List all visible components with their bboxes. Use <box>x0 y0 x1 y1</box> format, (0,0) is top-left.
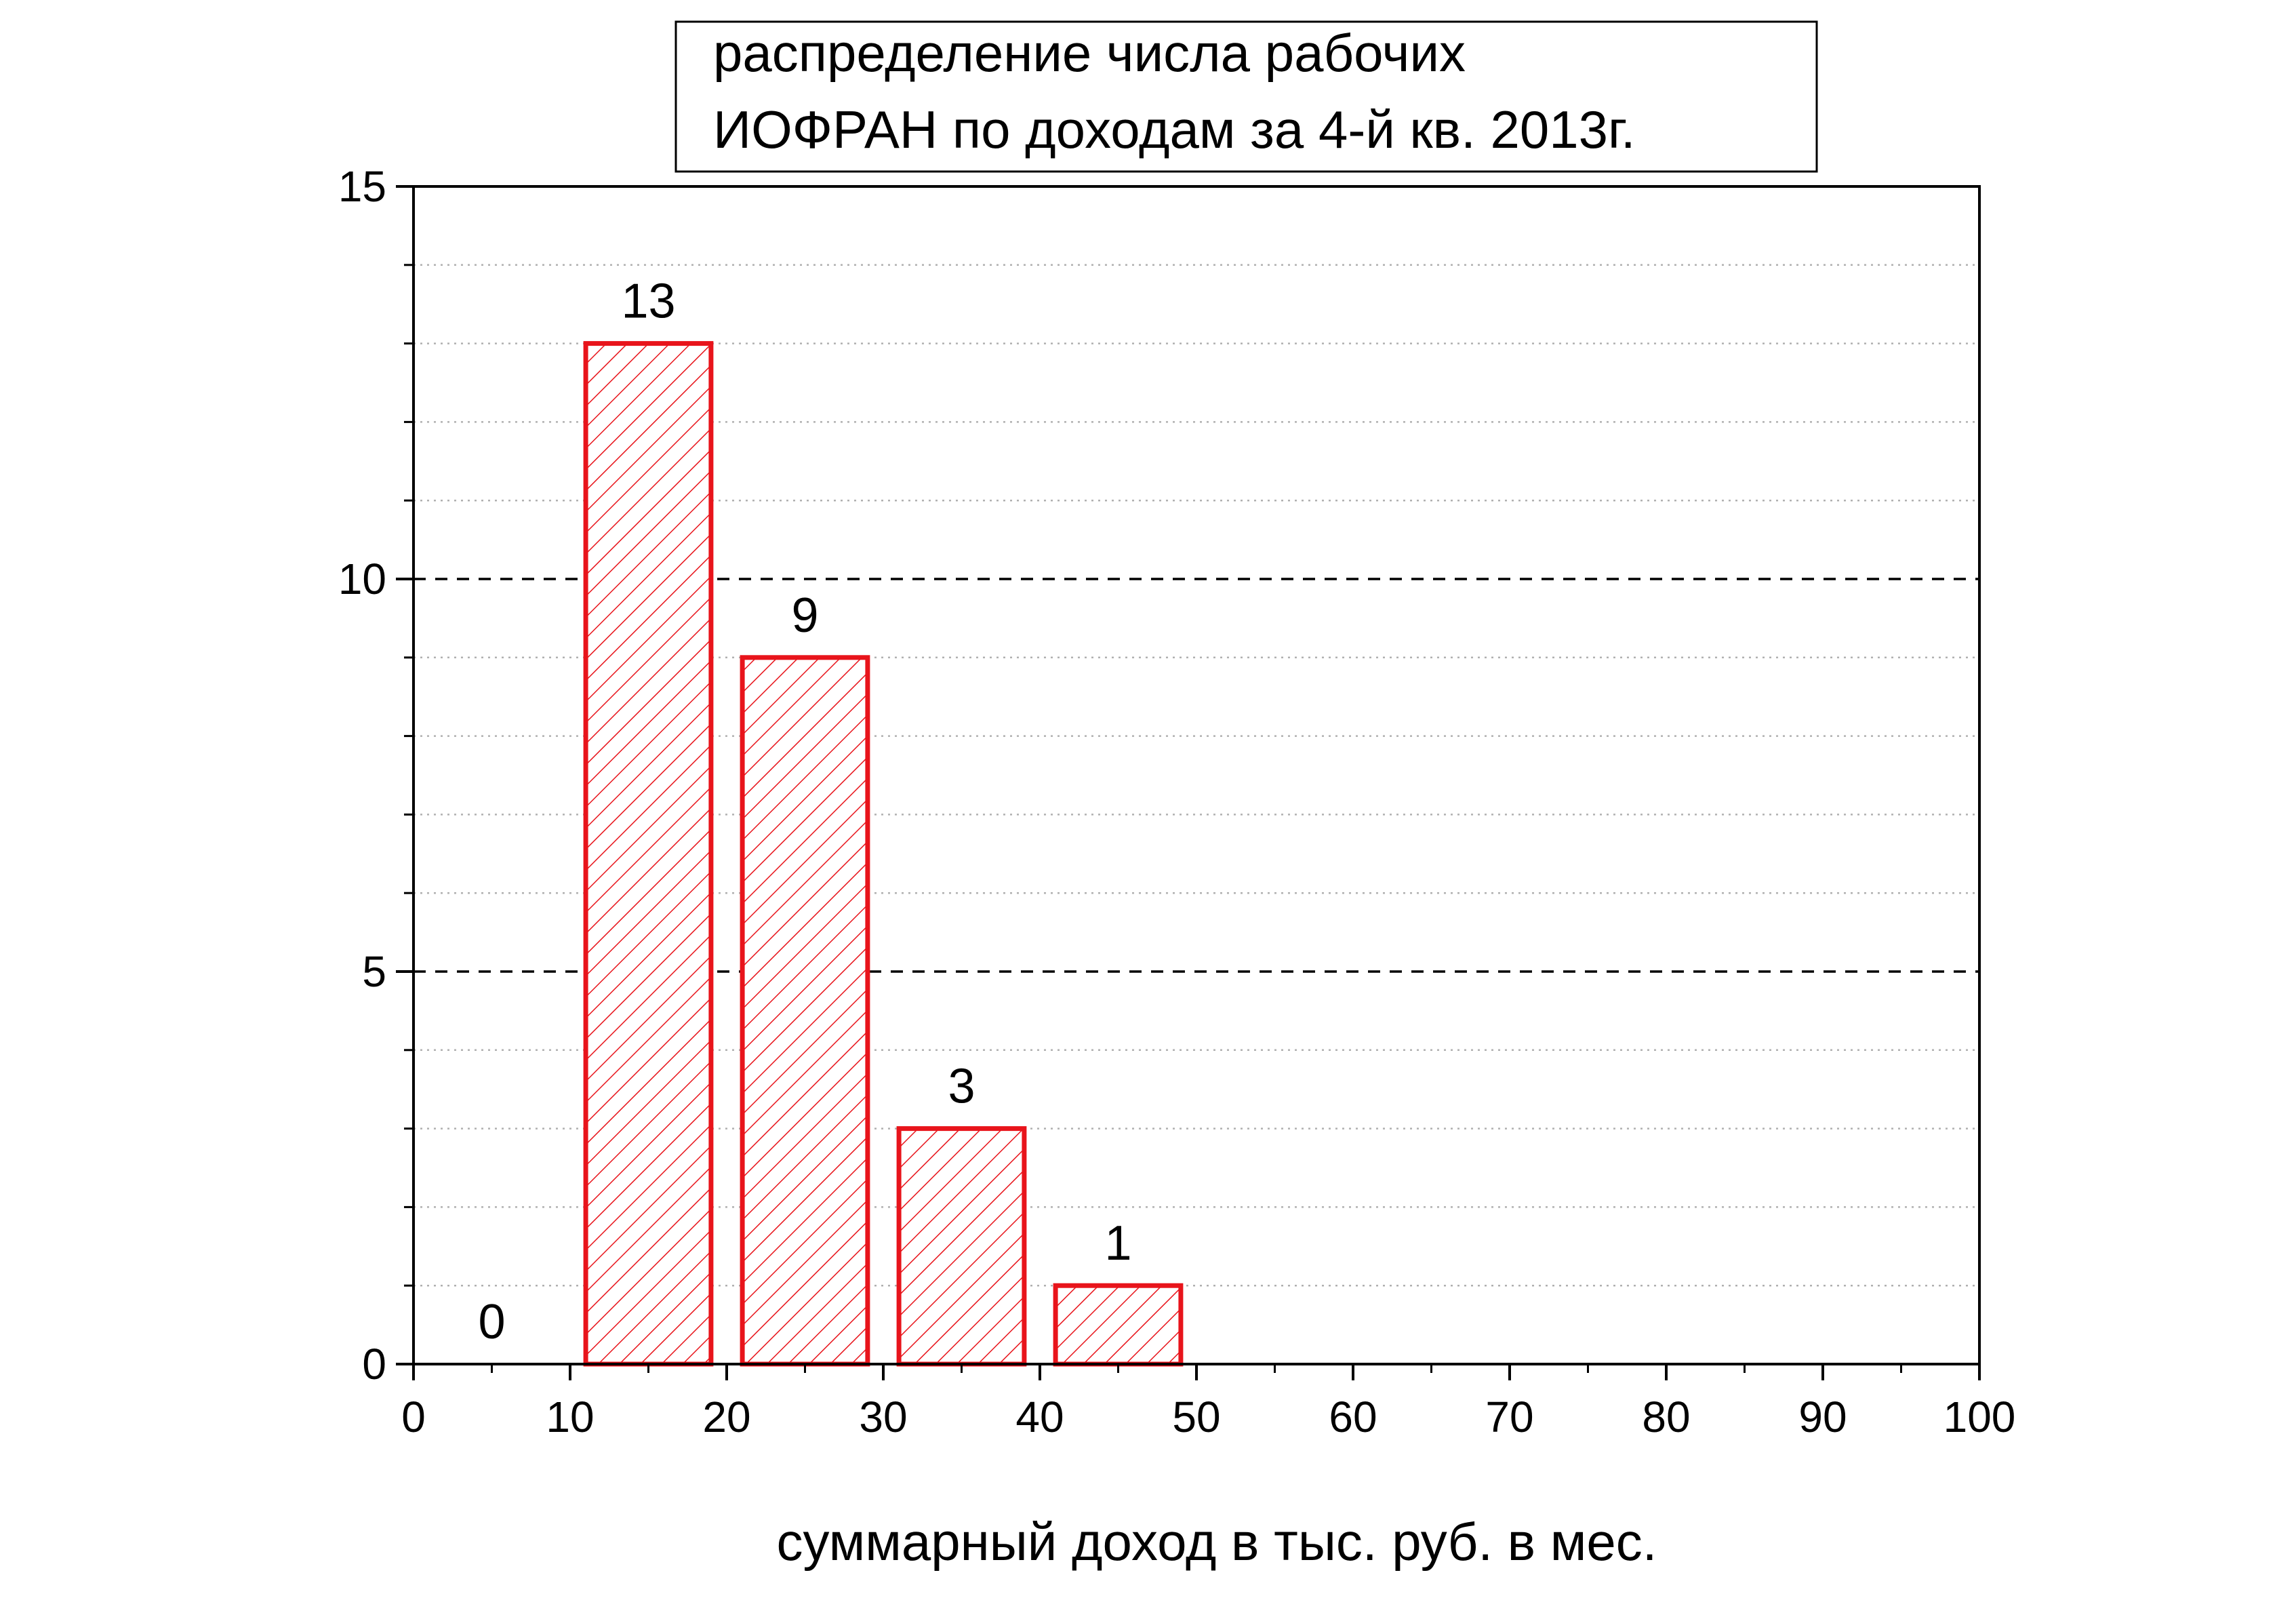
x-tick-label: 50 <box>1172 1393 1220 1441</box>
bar-value-label: 0 <box>478 1295 505 1349</box>
y-tick-label: 5 <box>362 947 386 996</box>
bar-value-label: 1 <box>1104 1216 1131 1271</box>
bar-value-label: 9 <box>791 588 818 643</box>
y-tick-label: 0 <box>362 1340 386 1389</box>
chart-title-line-2: ИОФРАН по доходам за 4-й кв. 2013г. <box>713 100 1636 159</box>
x-tick-label: 0 <box>401 1393 426 1441</box>
x-tick-label: 10 <box>546 1393 594 1441</box>
bar <box>896 1126 1027 1367</box>
bar <box>740 655 870 1367</box>
bar-value-label: 3 <box>948 1060 975 1114</box>
x-tick-label: 20 <box>702 1393 750 1441</box>
bar <box>583 341 714 1367</box>
x-tick-label: 100 <box>1943 1393 2016 1441</box>
x-tick-label: 60 <box>1329 1393 1377 1441</box>
chart-title-line-1: распределение числа рабочих <box>713 23 1466 83</box>
x-tick-label: 90 <box>1798 1393 1847 1441</box>
y-tick-label: 15 <box>338 162 386 211</box>
x-axis-label: суммарный доход в тыс. руб. в мес. <box>777 1512 1657 1572</box>
title-box <box>674 20 1818 173</box>
bar-value-label: 13 <box>621 275 675 329</box>
y-tick-label: 10 <box>338 555 386 603</box>
x-tick-label: 70 <box>1485 1393 1533 1441</box>
x-tick-label: 80 <box>1642 1393 1690 1441</box>
x-tick-label: 30 <box>859 1393 907 1441</box>
x-tick-label: 40 <box>1015 1393 1064 1441</box>
bar <box>1053 1283 1184 1367</box>
